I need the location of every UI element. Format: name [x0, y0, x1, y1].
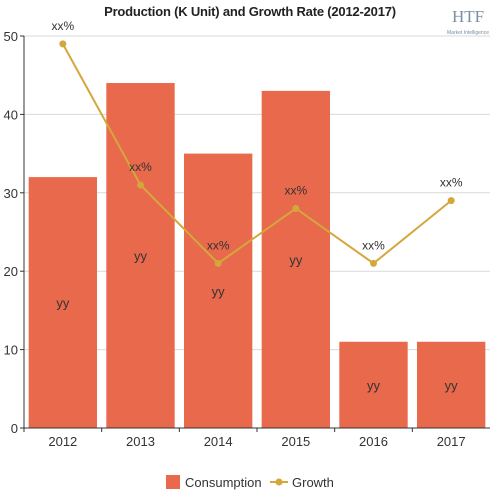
growth-point: [214, 259, 222, 267]
bar-data-label: yy: [134, 249, 148, 264]
growth-data-label: xx%: [207, 238, 230, 252]
bar-data-label: yy: [367, 378, 381, 393]
growth-data-label: xx%: [51, 19, 74, 33]
legend: Consumption Growth: [166, 475, 334, 490]
x-tick-label: 2013: [126, 434, 155, 449]
growth-line: xx% xx% xx% xx% xx% xx%: [51, 19, 463, 267]
x-tick-label: 2017: [437, 434, 466, 449]
y-tick-label: 50: [4, 29, 18, 44]
growth-point: [59, 40, 67, 48]
htf-logo: HTF Market Intelligence: [447, 7, 489, 36]
x-tick-label: 2015: [281, 434, 310, 449]
logo-text: HTF: [452, 7, 484, 26]
chart-title: Production (K Unit) and Growth Rate (201…: [104, 4, 396, 19]
legend-label-consumption: Consumption: [185, 475, 262, 490]
growth-point: [447, 197, 455, 205]
growth-data-label: xx%: [362, 238, 385, 252]
y-tick-label: 20: [4, 264, 18, 279]
x-tick-label: 2012: [48, 434, 77, 449]
gridlines: [24, 35, 490, 351]
growth-polyline: [61, 43, 452, 265]
axes: 0 10 20 30 40 50 2012 2013 2014 2015 2016 2017: [4, 29, 490, 449]
bar: [261, 90, 331, 428]
bar-data-label: yy: [445, 378, 459, 393]
bar: [416, 341, 486, 428]
bar: [339, 341, 408, 428]
bar-data-label: yy: [212, 284, 226, 299]
x-tick-label: 2014: [204, 434, 233, 449]
y-tick-label: 30: [4, 186, 18, 201]
bar-data-label: yy: [56, 296, 70, 311]
x-tick-label: 2016: [359, 434, 388, 449]
y-tick-label: 0: [11, 421, 18, 436]
bar: [28, 177, 98, 428]
logo-subtext: Market Intelligence: [447, 30, 489, 36]
legend-label-growth: Growth: [292, 475, 334, 490]
legend-marker-growth: [275, 478, 283, 486]
growth-data-label: xx%: [129, 160, 152, 174]
bar: [106, 83, 175, 428]
bar: [183, 153, 253, 428]
growth-point: [137, 181, 144, 189]
y-tick-label: 40: [4, 107, 18, 122]
legend-swatch-consumption: [166, 475, 180, 489]
growth-point: [292, 204, 300, 212]
bars: yy yy yy yy yy yy: [28, 83, 486, 428]
growth-point: [370, 259, 377, 267]
growth-data-label: xx%: [284, 183, 307, 197]
y-tick-label: 10: [4, 343, 18, 358]
bar-data-label: yy: [289, 252, 303, 267]
growth-data-label: xx%: [440, 176, 463, 190]
